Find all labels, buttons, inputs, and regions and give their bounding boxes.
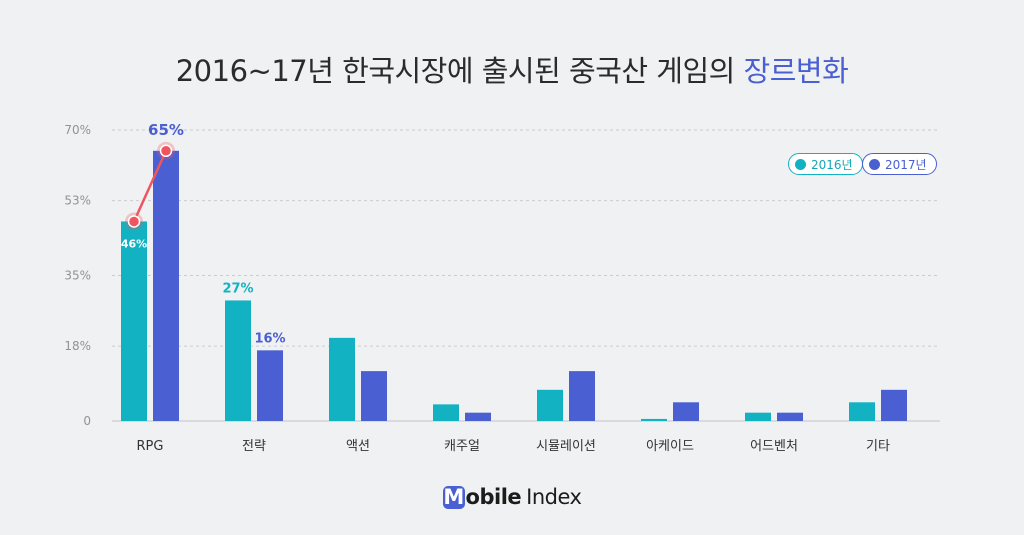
- bar-2016: [433, 404, 459, 421]
- x-tick-label: 전략: [242, 439, 266, 454]
- brand-word-1: obile: [465, 485, 522, 509]
- bar-2016: [745, 412, 771, 421]
- x-tick-label: 아케이드: [646, 439, 694, 454]
- title-accent: 장르변화: [743, 54, 849, 88]
- bar-2016: [121, 221, 147, 421]
- trend-point-2016: [127, 215, 141, 228]
- x-tick-label: 캐주얼: [444, 439, 480, 454]
- bar-2017: [465, 412, 491, 421]
- bar-2017: [673, 402, 699, 421]
- x-tick-label: 어드벤처: [750, 439, 798, 454]
- y-tick-label: 53%: [64, 194, 91, 208]
- data-label: 27%: [222, 281, 253, 296]
- data-label: 46%: [121, 237, 147, 250]
- trend-point-2017: [159, 144, 173, 158]
- brand-mark: M: [442, 484, 465, 509]
- bar-2016: [329, 337, 355, 421]
- chart-title: 2016~17년 한국시장에 출시된 중국산 게임의 장르변화: [0, 48, 1024, 90]
- bar-2016: [225, 300, 251, 421]
- x-tick-label: 기타: [866, 439, 890, 454]
- bar-2016: [537, 389, 563, 421]
- legend-2017-dot-icon: [869, 158, 880, 170]
- y-tick-label: 35%: [64, 269, 91, 283]
- bar-2017: [257, 350, 283, 421]
- bar-2017: [777, 412, 803, 421]
- bar-2017: [361, 371, 387, 421]
- y-tick-label: 18%: [64, 339, 91, 353]
- data-label: 65%: [148, 121, 184, 139]
- brand-word-2: Index: [526, 485, 582, 509]
- x-tick-label: 액션: [346, 439, 370, 454]
- legend-item-2016[interactable]: 2016년: [788, 153, 863, 175]
- data-label: 16%: [254, 331, 285, 346]
- y-tick-label: 70%: [64, 123, 91, 137]
- title-main: 2016~17년 한국시장에 출시된 중국산 게임의: [175, 54, 736, 88]
- bar-2017: [569, 371, 595, 421]
- y-tick-label: 0: [83, 414, 91, 428]
- bar-2017: [881, 389, 907, 421]
- x-tick-label: RPG: [137, 439, 164, 454]
- x-tick-label: 시뮬레이션: [536, 439, 596, 454]
- legend-2016-dot-icon: [795, 158, 806, 170]
- legend-2016-label: 2016년: [811, 157, 853, 172]
- bar-2016: [849, 402, 875, 421]
- legend-item-2017[interactable]: 2017년: [862, 153, 937, 175]
- bar-2017: [153, 150, 179, 422]
- trend-line: [132, 150, 168, 222]
- bar-2016: [641, 418, 667, 421]
- legend-2017-label: 2017년: [885, 157, 927, 172]
